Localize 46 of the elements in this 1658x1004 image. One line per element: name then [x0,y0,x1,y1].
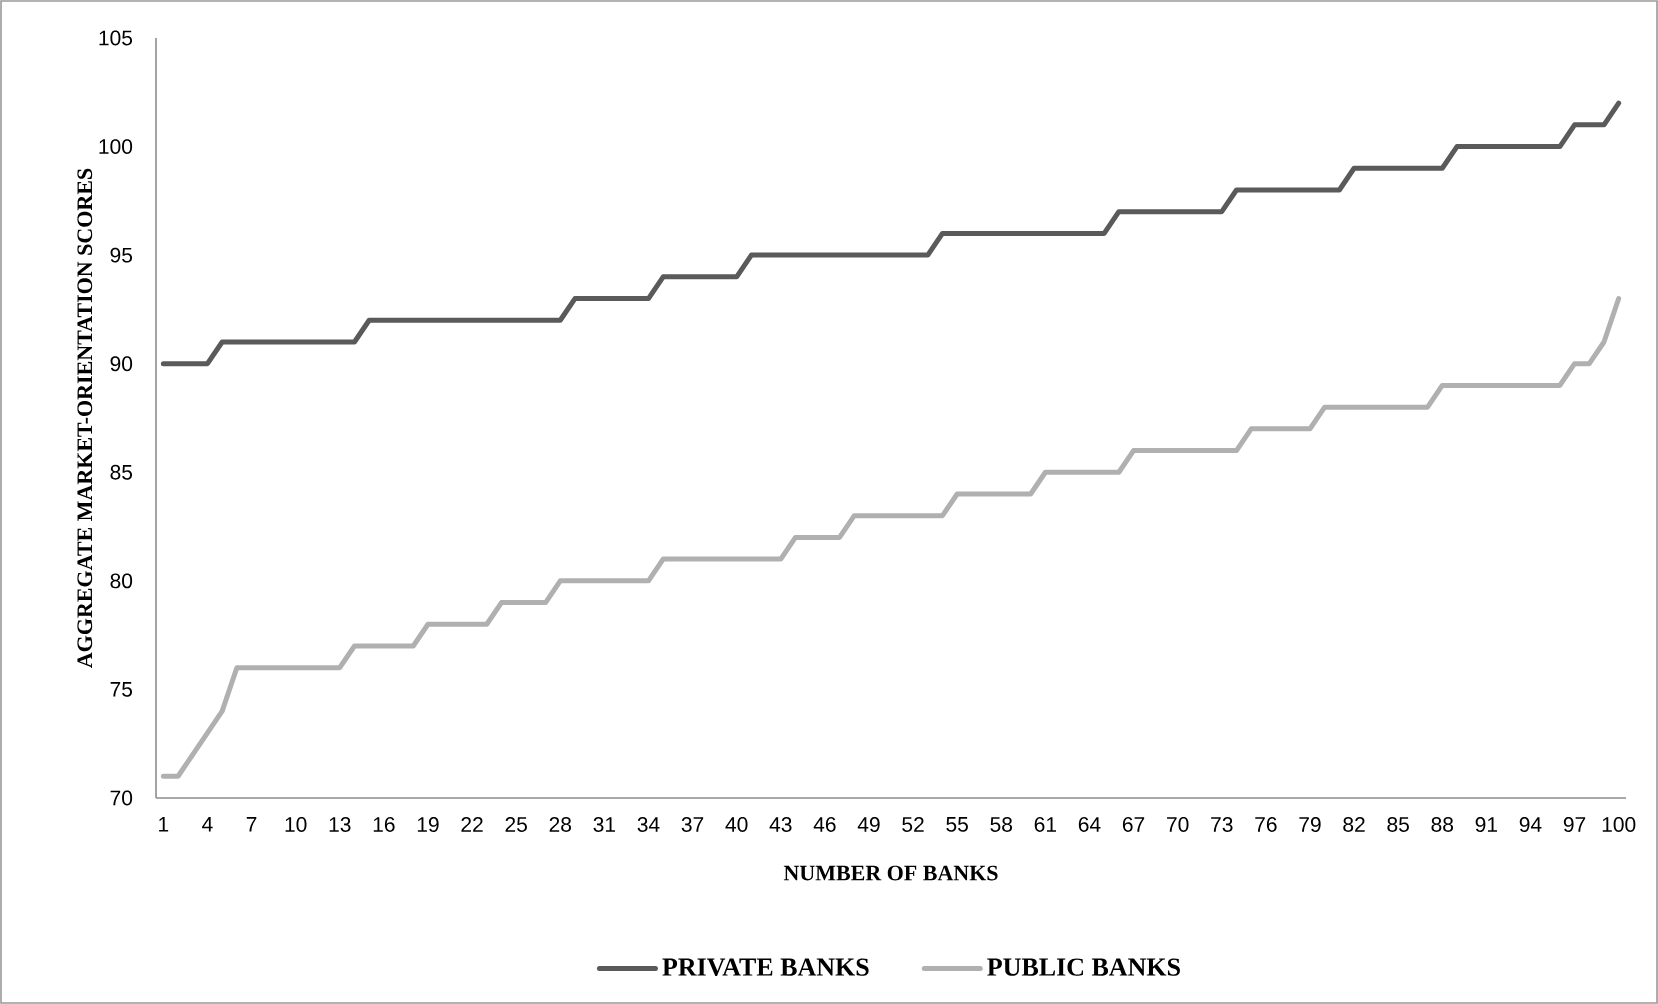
x-tick-label: 10 [285,817,307,832]
x-tick-label: 64 [1078,817,1101,832]
x-tick-label: 73 [1211,817,1233,832]
x-tick-label: 19 [417,817,439,832]
y-axis-title: AGGREGATE MARKET-ORIENTATION SCORES [77,168,93,668]
x-tick-label: 97 [1563,817,1586,832]
legend-label: PUBLIC BANKS [987,958,1180,976]
x-tick-label: 52 [902,817,924,832]
y-tick-label: 75 [110,682,133,697]
x-tick-label: 61 [1034,817,1056,832]
x-tick-label: 4 [202,817,213,832]
y-tick-label: 95 [110,247,133,263]
x-tick-label: 55 [946,817,968,832]
x-tick-label: 1 [159,817,169,832]
y-tick-label: 100 [99,139,133,154]
y-tick-label: 70 [110,790,133,806]
x-tick-label: 100 [1602,817,1636,832]
x-tick-label: 82 [1343,817,1365,832]
legend-label: PRIVATE BANKS [662,958,869,977]
y-tick-label: 90 [110,356,133,372]
x-tick-label: 91 [1475,817,1497,832]
x-tick-label: 49 [857,817,880,832]
x-tick-label: 34 [637,817,660,832]
y-tick-label: 85 [110,464,133,480]
y-tick-label: 105 [99,30,133,46]
x-tick-label: 46 [813,817,836,832]
x-tick-label: 76 [1255,817,1277,832]
x-tick-label: 37 [681,817,704,832]
x-tick-label: 16 [373,817,395,832]
x-tick-label: 70 [1167,817,1189,832]
x-tick-label: 7 [246,817,257,832]
x-tick-label: 40 [725,817,748,832]
x-tick-label: 28 [549,817,572,832]
x-tick-label: 79 [1299,817,1321,832]
x-axis-title: NUMBER OF BANKS [783,865,998,881]
x-tick-label: 88 [1431,817,1454,832]
x-tick-label: 25 [505,817,527,832]
x-tick-label: 31 [593,817,615,832]
x-tick-label: 85 [1387,817,1409,832]
x-tick-label: 67 [1122,817,1145,832]
y-tick-label: 80 [110,573,133,589]
x-tick-label: 94 [1519,817,1542,832]
x-tick-label: 22 [461,817,483,832]
x-tick-label: 43 [769,817,792,832]
x-tick-label: 13 [329,817,351,832]
x-tick-label: 58 [990,817,1013,832]
